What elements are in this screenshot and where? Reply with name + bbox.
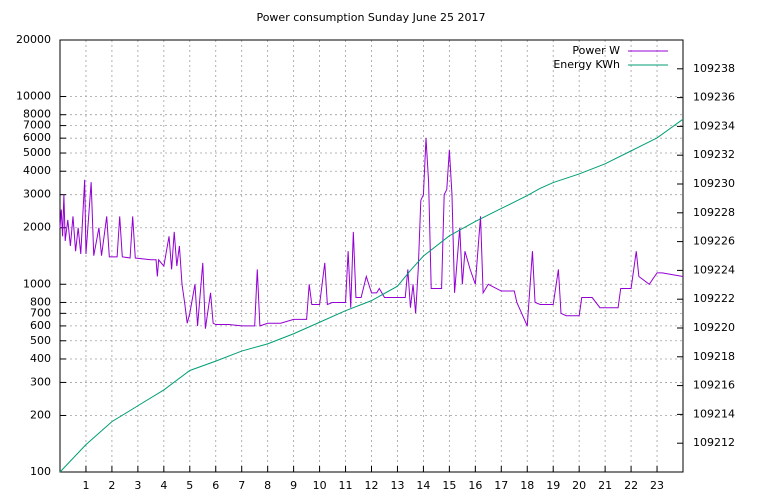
- y-tick-label: 4000: [23, 164, 51, 177]
- x-tick-label: 13: [390, 479, 404, 492]
- y-tick-label: 7000: [23, 119, 51, 132]
- x-tick-label: 7: [238, 479, 245, 492]
- y2-tick-label: 109234: [693, 119, 735, 132]
- y2-tick-label: 109238: [693, 62, 735, 75]
- x-tick-label: 1: [82, 479, 89, 492]
- plot-frame: [59, 39, 684, 473]
- x-tick-label: 22: [624, 479, 638, 492]
- x-tick-label: 21: [598, 479, 612, 492]
- x-tick-label: 3: [134, 479, 141, 492]
- y-tick-label: 500: [30, 334, 51, 347]
- x-tick-label: 4: [160, 479, 167, 492]
- y-tick-label: 3000: [23, 188, 51, 201]
- y-tick-label: 200: [30, 408, 51, 421]
- y2-tick-label: 109230: [693, 177, 735, 190]
- y-tick-label: 6000: [23, 131, 51, 144]
- x-tick-label: 15: [442, 479, 456, 492]
- x-tick-label: 12: [365, 479, 379, 492]
- x-tick-label: 18: [520, 479, 534, 492]
- x-tick-label: 9: [290, 479, 297, 492]
- x-tick-label: 2: [108, 479, 115, 492]
- x-tick-label: 14: [416, 479, 430, 492]
- y2-tick-label: 109226: [693, 235, 735, 248]
- x-tick-label: 5: [186, 479, 193, 492]
- x-tick-label: 17: [494, 479, 508, 492]
- y-tick-label: 400: [30, 352, 51, 365]
- y2-tick-label: 109222: [693, 292, 735, 305]
- x-tick-label: 11: [339, 479, 353, 492]
- data-line: [59, 118, 684, 473]
- data-line: [59, 138, 684, 329]
- y-tick-label: 800: [30, 295, 51, 308]
- y-tick-label: 5000: [23, 146, 51, 159]
- x-tick-label: 16: [468, 479, 482, 492]
- y2-tick-label: 109218: [693, 350, 735, 363]
- legend-label: Power W: [572, 44, 620, 57]
- y-tick-label: 8000: [23, 108, 51, 121]
- x-tick-label: 6: [212, 479, 219, 492]
- y-tick-label: 300: [30, 375, 51, 388]
- y-tick-label: 600: [30, 319, 51, 332]
- y-tick-label: 2000: [23, 221, 51, 234]
- x-tick-label: 10: [313, 479, 327, 492]
- y2-tick-label: 109232: [693, 148, 735, 161]
- y-tick-label: 100: [30, 465, 51, 478]
- y2-tick-label: 109220: [693, 321, 735, 334]
- x-tick-label: 23: [650, 479, 664, 492]
- y2-tick-label: 109224: [693, 263, 735, 276]
- y-tick-label: 20000: [16, 33, 51, 46]
- y-tick-label: 700: [30, 306, 51, 319]
- legend-label: Energy KWh: [553, 58, 620, 71]
- y-tick-label: 10000: [16, 90, 51, 103]
- chart-title: Power consumption Sunday June 25 2017: [256, 11, 485, 24]
- y2-tick-label: 109212: [693, 436, 735, 449]
- y2-tick-label: 109216: [693, 379, 735, 392]
- x-tick-label: 20: [572, 479, 586, 492]
- y2-tick-label: 109228: [693, 206, 735, 219]
- y2-tick-label: 109214: [693, 407, 735, 420]
- x-tick-label: 8: [264, 479, 271, 492]
- y-tick-label: 1000: [23, 277, 51, 290]
- x-tick-label: 19: [546, 479, 560, 492]
- y2-tick-label: 109236: [693, 91, 735, 104]
